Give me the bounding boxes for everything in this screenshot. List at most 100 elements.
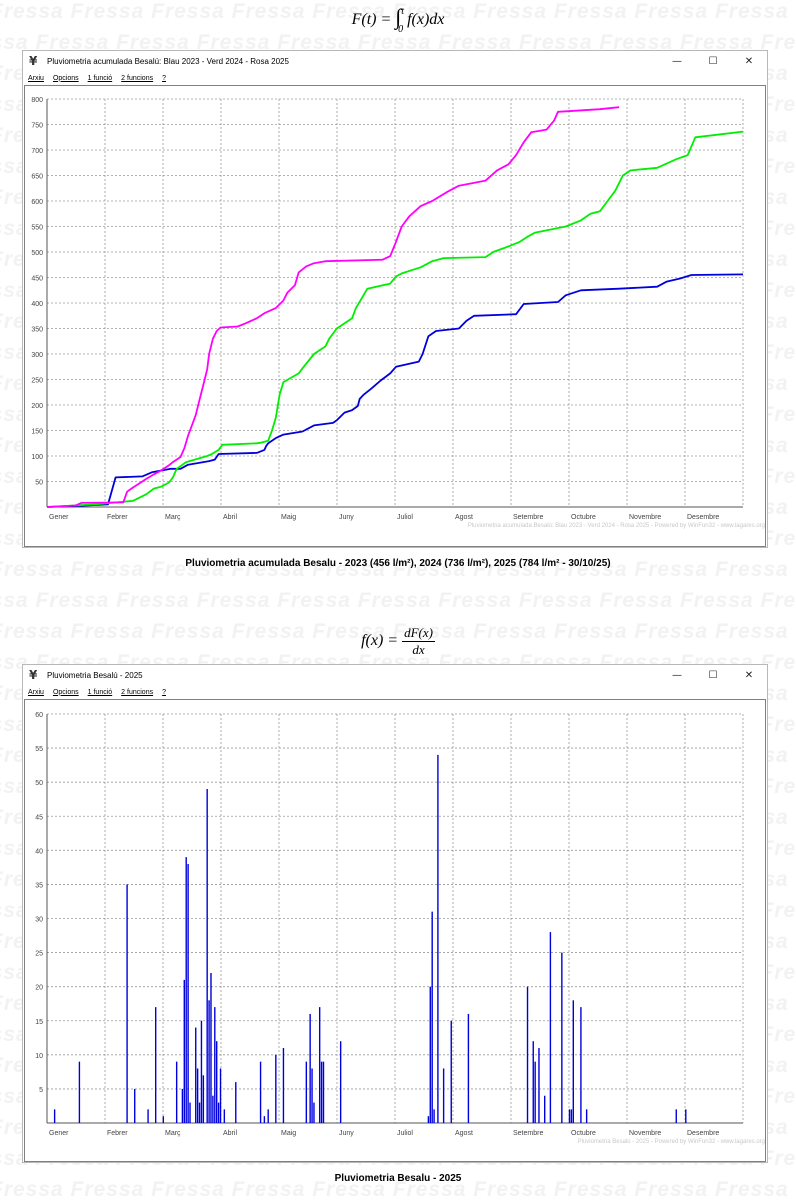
x-tick-label: Agost — [455, 1130, 473, 1137]
maximize-button[interactable]: ☐ — [708, 55, 718, 67]
x-tick-label: Octubre — [571, 1130, 596, 1137]
menu-opcions[interactable]: Opcions — [52, 74, 79, 82]
derivative-lhs: f(x) = — [361, 632, 399, 650]
y-tick-label: 250 — [31, 378, 43, 385]
y-tick-label: 750 — [31, 123, 43, 130]
watermark-row: Fressa Fressa Fressa Fressa Fressa Fress… — [0, 589, 796, 612]
window-title: Pluviometria acumulada Besalú: Blau 2023… — [47, 56, 289, 66]
fraction-numerator: dF(x) — [402, 625, 435, 642]
fraction-denominator: dx — [412, 642, 425, 657]
daily-rainfall-chart: Gener Febrer Març Abril Maig Juny Juliol Agost S… — [35, 712, 765, 1145]
y-tick-label: 350 — [31, 327, 43, 334]
chart-caption-daily: Pluviometria Besalu - 2025 — [334, 1173, 462, 1184]
x-tick-label: Novembre — [629, 1130, 661, 1137]
y-tick-label: 100 — [31, 454, 43, 461]
x-tick-label: Juliol — [397, 514, 413, 521]
integral-sign: ∫ — [395, 4, 402, 29]
integrand: f(x)dx — [407, 11, 445, 28]
y-tick-label: 700 — [31, 148, 43, 155]
x-tick-label: Setembre — [513, 514, 543, 521]
menu-opcions[interactable]: Opcions — [52, 688, 79, 696]
y-tick-label: 150 — [31, 429, 43, 436]
close-button[interactable]: ✕ — [744, 669, 754, 681]
menu-2-funcions[interactable]: 2 funcions — [121, 74, 154, 82]
cumulative-rainfall-chart: Gener Febrer Març Abril Maig Juny Juliol Agost S… — [31, 97, 765, 529]
y-tick-label: 800 — [31, 97, 43, 104]
y-tick-label: 45 — [35, 814, 43, 821]
y-tick-label: 55 — [35, 746, 43, 753]
series-line-2 — [46, 106, 620, 508]
menu-bar: Arxiu Opcions 1 funció 2 funcions ? — [23, 71, 767, 85]
chart-window-cumulative: ¥ Pluviometria acumulada Besalú: Blau 20… — [22, 50, 768, 548]
y-tick-label: 650 — [31, 174, 43, 181]
y-tick-label: 40 — [35, 848, 43, 855]
maximize-button[interactable]: ☐ — [708, 669, 718, 681]
x-tick-label: Agost — [455, 514, 473, 521]
menu-2-funcions[interactable]: 2 funcions — [121, 688, 154, 696]
menu-help[interactable]: ? — [162, 688, 166, 696]
x-tick-label: Juny — [339, 514, 354, 521]
x-tick-label: Juny — [339, 1130, 354, 1137]
y-tick-label: 60 — [35, 712, 43, 719]
series-line-0 — [46, 273, 744, 508]
y-tick-label: 20 — [35, 985, 43, 992]
window-title: Pluviometria Besalú - 2025 — [47, 670, 143, 680]
x-tick-label: Març — [165, 514, 181, 521]
formula-derivative: f(x) = dF(x) dx — [0, 625, 796, 658]
plot-area: Gener Febrer Març Abril Maig Juny Juliol Agost S… — [24, 85, 766, 547]
minimize-button[interactable]: — — [672, 669, 682, 681]
derivative-fraction: dF(x) dx — [402, 625, 435, 658]
y-tick-label: 450 — [31, 276, 43, 283]
menu-1-funcio[interactable]: 1 funció — [87, 688, 113, 696]
x-tick-label: Abril — [223, 514, 237, 521]
chart-window-daily: ¥ Pluviometria Besalú - 2025 — ☐ ✕ Arxiu… — [22, 664, 768, 1163]
x-tick-label: Febrer — [107, 514, 128, 521]
x-tick-label: Abril — [223, 1130, 237, 1137]
chart-watermark: Pluviometria Besalú - 2025 - Powered by … — [578, 1139, 765, 1145]
y-tick-label: 50 — [35, 780, 43, 787]
y-tick-label: 35 — [35, 882, 43, 889]
y-tick-label: 200 — [31, 403, 43, 410]
x-tick-label: Juliol — [397, 1130, 413, 1137]
winfun-app-icon: ¥ — [29, 668, 38, 682]
x-tick-label: Novembre — [629, 514, 661, 521]
menu-arxiu[interactable]: Arxiu — [28, 74, 44, 82]
y-tick-label: 600 — [31, 199, 43, 206]
integral-upper-limit: t — [401, 6, 405, 17]
x-tick-label: Maig — [281, 1130, 296, 1137]
y-tick-label: 15 — [35, 1019, 43, 1026]
x-tick-label: Desembre — [687, 514, 719, 521]
x-tick-label: Desembre — [687, 1130, 719, 1137]
title-bar: ¥ Pluviometria Besalú - 2025 — ☐ ✕ — [23, 665, 767, 685]
y-tick-label: 10 — [35, 1053, 43, 1060]
y-tick-label: 500 — [31, 250, 43, 257]
winfun-app-icon: ¥ — [29, 54, 38, 68]
chart-watermark: Pluviometria acumulada Besalú: Blau 2023… — [468, 523, 765, 529]
integral-lower-limit: 0 — [398, 24, 404, 35]
close-button[interactable]: ✕ — [744, 55, 754, 67]
menu-help[interactable]: ? — [162, 74, 166, 82]
minimize-button[interactable]: — — [672, 55, 682, 67]
title-bar: ¥ Pluviometria acumulada Besalú: Blau 20… — [23, 51, 767, 71]
x-tick-label: Octubre — [571, 514, 596, 521]
series-line-1 — [46, 130, 744, 508]
x-tick-label: Setembre — [513, 1130, 543, 1137]
y-tick-label: 30 — [35, 917, 43, 924]
x-tick-label: Març — [165, 1130, 181, 1137]
y-tick-label: 50 — [35, 480, 43, 487]
formula-integral: F(t) = ∫t 0 f(x)dx — [0, 4, 796, 35]
menu-arxiu[interactable]: Arxiu — [28, 688, 44, 696]
y-tick-label: 25 — [35, 951, 43, 958]
y-tick-label: 5 — [39, 1087, 43, 1094]
y-tick-label: 300 — [31, 352, 43, 359]
x-tick-label: Gener — [49, 1130, 69, 1137]
chart-caption-cumulative: Pluviometria acumulada Besalu - 2023 (45… — [185, 558, 611, 569]
menu-1-funcio[interactable]: 1 funció — [87, 74, 113, 82]
y-tick-label: 400 — [31, 301, 43, 308]
menu-bar: Arxiu Opcions 1 funció 2 funcions ? — [23, 685, 767, 699]
y-tick-label: 550 — [31, 225, 43, 232]
x-tick-label: Gener — [49, 514, 69, 521]
plot-area: Gener Febrer Març Abril Maig Juny Juliol Agost S… — [24, 699, 766, 1162]
x-tick-label: Febrer — [107, 1130, 128, 1137]
x-tick-label: Maig — [281, 514, 296, 521]
